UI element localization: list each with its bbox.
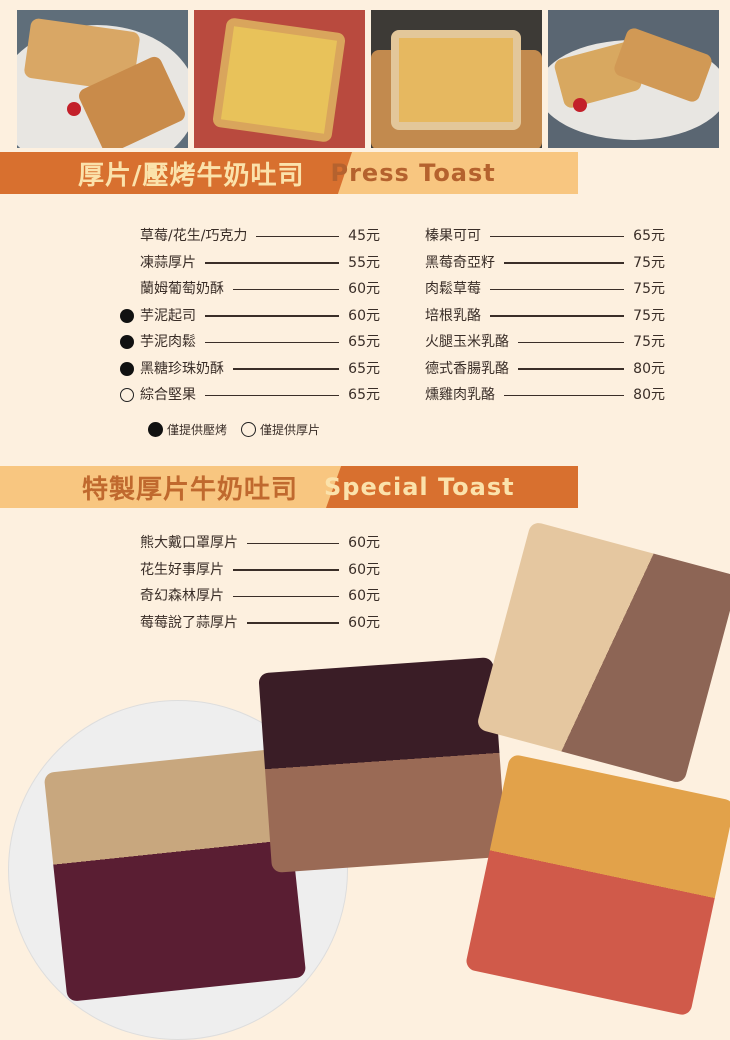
filled-circle-icon	[120, 308, 134, 323]
press-title-en: Press Toast	[330, 159, 496, 187]
leader-line	[518, 368, 625, 370]
item-name: 榛果可可	[425, 228, 481, 245]
legend: 僅提供壓烤 僅提供厚片	[148, 421, 320, 438]
menu-item: 培根乳酪 75元	[425, 303, 665, 330]
menu-item: 凍蒜厚片 55元	[140, 250, 380, 277]
leader-line	[504, 394, 625, 396]
item-name: 蘭姆葡萄奶酥	[140, 281, 224, 298]
leader-line	[490, 235, 625, 237]
special-title-zh: 特製厚片牛奶吐司	[82, 474, 299, 505]
item-price: 65元	[348, 360, 380, 377]
berry-garlic-toast	[464, 753, 730, 1017]
item-price: 75元	[633, 334, 665, 351]
legend-filled-label: 僅提供壓烤	[167, 423, 228, 437]
item-price: 45元	[348, 228, 380, 245]
special-title-en: Special Toast	[324, 473, 515, 501]
leader-line	[490, 288, 625, 290]
legend-open: 僅提供厚片	[241, 421, 320, 438]
menu-item: 綜合堅果 65元	[120, 382, 380, 409]
leader-line	[205, 262, 340, 264]
item-name: 燻雞肉乳酪	[425, 387, 495, 404]
menu-item: 火腿玉米乳酪 75元	[425, 329, 665, 356]
menu-item: 芋泥肉鬆 65元	[120, 329, 380, 356]
peanut-toast	[258, 657, 507, 873]
leader-line	[504, 262, 625, 264]
leader-line	[518, 341, 625, 343]
item-name: 熊大戴口罩厚片	[140, 535, 238, 552]
leader-line	[490, 315, 625, 317]
special-column: 熊大戴口罩厚片 60元 花生好事厚片 60元 奇幻森林厚片 60元 莓莓說了蒜厚片 60元	[140, 530, 380, 636]
item-name: 草莓/花生/巧克力	[140, 228, 248, 245]
item-name: 奇幻森林厚片	[140, 588, 224, 605]
leader-line	[233, 368, 340, 370]
photo-cheese-toast	[194, 10, 365, 148]
menu-item: 花生好事厚片 60元	[140, 557, 380, 584]
menu-item: 黑莓奇亞籽 75元	[425, 250, 665, 277]
item-price: 60元	[348, 614, 380, 631]
item-price: 60元	[348, 307, 380, 324]
legend-open-label: 僅提供厚片	[260, 423, 321, 437]
leader-line	[205, 315, 340, 317]
special-toast-header: 特製厚片牛奶吐司 Special Toast	[0, 466, 578, 508]
menu-item: 芋泥起司 60元	[120, 303, 380, 330]
leader-line	[247, 622, 340, 624]
photo-press-toast-plate	[17, 10, 188, 148]
menu-item: 莓莓說了蒜厚片 60元	[140, 610, 380, 637]
item-price: 65元	[348, 334, 380, 351]
item-price: 75元	[633, 281, 665, 298]
open-circle-icon	[120, 388, 134, 402]
leader-line	[247, 542, 340, 544]
menu-item: 草莓/花生/巧克力 45元	[140, 223, 380, 250]
leader-line	[256, 235, 340, 237]
item-name: 德式香腸乳酪	[425, 360, 509, 377]
press-right-column: 榛果可可 65元 黑莓奇亞籽 75元 肉鬆草莓 75元 培根乳酪 75元 火腿玉米乳酪 75元 德式…	[425, 223, 665, 409]
item-price: 80元	[633, 360, 665, 377]
item-price: 75元	[633, 307, 665, 324]
leader-line	[205, 394, 340, 396]
item-name: 花生好事厚片	[140, 561, 224, 578]
filled-circle-icon	[148, 422, 163, 437]
open-circle-icon	[241, 422, 257, 437]
item-price: 65元	[633, 228, 665, 245]
menu-item: 黑糖珍珠奶酥 65元	[120, 356, 380, 383]
press-left-column: 草莓/花生/巧克力 45元 凍蒜厚片 55元 蘭姆葡萄奶酥 60元 芋泥起司 60元 芋泥肉鬆 6…	[120, 223, 380, 409]
item-name: 火腿玉米乳酪	[425, 334, 509, 351]
item-price: 60元	[348, 561, 380, 578]
leader-line	[205, 341, 340, 343]
press-title-zh: 厚片/壓烤牛奶吐司	[78, 160, 305, 191]
item-name: 黑莓奇亞籽	[425, 254, 495, 271]
filled-circle-icon	[120, 335, 134, 349]
item-price: 60元	[348, 535, 380, 552]
item-name: 肉鬆草莓	[425, 281, 481, 298]
item-price: 80元	[633, 387, 665, 404]
item-name: 培根乳酪	[425, 307, 481, 324]
item-name: 凍蒜厚片	[140, 254, 196, 271]
menu-item: 燻雞肉乳酪 80元	[425, 382, 665, 409]
menu-item: 肉鬆草莓 75元	[425, 276, 665, 303]
item-price: 60元	[348, 281, 380, 298]
menu-item: 奇幻森林厚片 60元	[140, 583, 380, 610]
legend-filled: 僅提供壓烤	[148, 421, 227, 438]
item-price: 65元	[348, 387, 380, 404]
press-toast-header: 厚片/壓烤牛奶吐司 Press Toast	[0, 152, 578, 194]
menu-item: 蘭姆葡萄奶酥 60元	[140, 276, 380, 303]
item-name: 芋泥起司	[140, 307, 196, 324]
item-price: 60元	[348, 588, 380, 605]
filled-circle-icon	[120, 361, 134, 376]
forest-toast	[475, 520, 730, 785]
menu-item: 德式香腸乳酪 80元	[425, 356, 665, 383]
photo-press-toast-sandwich	[548, 10, 719, 148]
menu-item: 榛果可可 65元	[425, 223, 665, 250]
item-name: 芋泥肉鬆	[140, 334, 196, 351]
item-price: 55元	[348, 254, 380, 271]
photo-sausage-toast	[371, 10, 542, 148]
leader-line	[233, 569, 340, 571]
leader-line	[233, 288, 340, 290]
leader-line	[233, 595, 340, 597]
item-price: 75元	[633, 254, 665, 271]
item-name: 莓莓說了蒜厚片	[140, 614, 238, 631]
menu-item: 熊大戴口罩厚片 60元	[140, 530, 380, 557]
item-name: 黑糖珍珠奶酥	[140, 360, 224, 377]
item-name: 綜合堅果	[140, 387, 196, 404]
